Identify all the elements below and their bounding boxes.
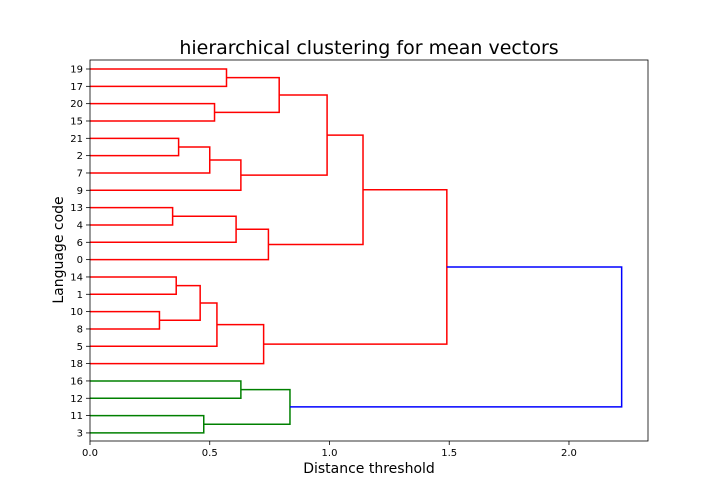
x-axis-label: Distance threshold: [303, 461, 435, 477]
y-tick-label-8: 8: [77, 324, 83, 335]
y-tick-label-5: 5: [77, 342, 83, 353]
dendrogram-link-14: [90, 302, 218, 348]
y-tick-label-20: 20: [70, 99, 83, 110]
x-tick-label-4: 2.0: [561, 448, 577, 459]
y-tick-label-16: 16: [70, 376, 83, 387]
y-tick-label-11: 11: [70, 411, 83, 422]
dendrogram-link-9: [90, 228, 270, 261]
chart-title: hierarchical clustering for mean vectors: [179, 37, 558, 59]
y-tick-label-14: 14: [70, 272, 83, 283]
plot-frame: [89, 59, 649, 442]
dendrogram-link-1: [90, 102, 216, 122]
y-tick-label-1: 1: [77, 290, 83, 301]
y-tick-label-17: 17: [70, 82, 83, 93]
dendrogram-link-2: [214, 76, 280, 114]
y-tick-label-2: 2: [77, 151, 83, 162]
dendrogram-link-4: [90, 146, 211, 174]
dendrogram-link-18: [90, 414, 205, 434]
dendrogram-link-13: [159, 284, 201, 322]
dendrogram-links: [90, 68, 623, 434]
x-tick-label-1: 0.5: [202, 448, 218, 459]
y-tick-label-7: 7: [77, 168, 83, 179]
x-tick-label-2: 1.0: [322, 448, 338, 459]
x-axis-ticks: 0.0 0.5 1.0 1.5 2.0: [82, 441, 577, 459]
x-tick-label-3: 1.5: [441, 448, 457, 459]
y-tick-label-10: 10: [70, 307, 83, 318]
y-tick-label-9: 9: [77, 186, 83, 197]
y-tick-label-0: 0: [77, 255, 83, 266]
y-tick-label-15: 15: [70, 116, 83, 127]
dendrogram-link-3: [90, 137, 180, 157]
y-tick-label-12: 12: [70, 394, 83, 405]
dendrogram-link-7: [90, 206, 174, 226]
y-tick-label-4: 4: [77, 220, 83, 231]
y-tick-label-13: 13: [70, 203, 83, 214]
y-tick-label-3: 3: [77, 428, 83, 439]
dendrogram-link-6: [240, 94, 328, 176]
x-tick-label-0: 0.0: [82, 448, 98, 459]
dendrogram-link-20: [289, 266, 623, 408]
dendrogram-link-0: [90, 68, 228, 88]
y-tick-label-18: 18: [70, 359, 83, 370]
y-tick-label-19: 19: [70, 65, 83, 76]
y-axis-label: Language code: [51, 196, 67, 303]
y-tick-label-6: 6: [77, 238, 83, 249]
y-tick-label-21: 21: [70, 134, 83, 145]
